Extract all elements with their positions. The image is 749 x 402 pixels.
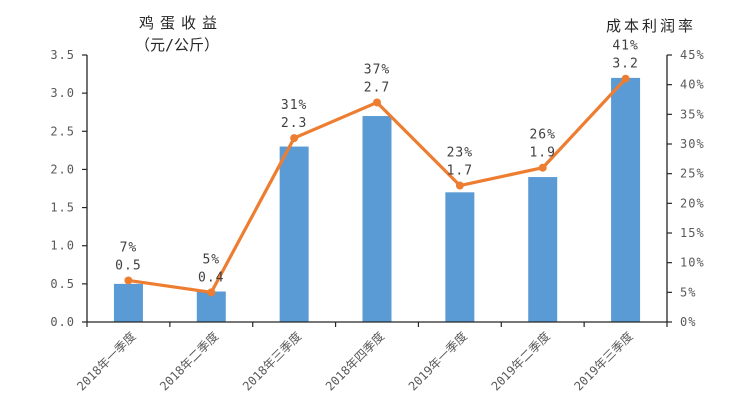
right-axis-tick-label: 20% (680, 196, 705, 210)
line-marker (124, 276, 133, 285)
bar-2018年二季度 (196, 291, 226, 322)
category-label: 2018年三季度 (239, 329, 304, 394)
category-label: 2018年二季度 (156, 329, 221, 394)
point-label-percent: 31% (281, 98, 307, 113)
line-marker (290, 134, 299, 143)
left-axis-tick-label: 2.0 (50, 162, 75, 176)
point-label-value: 2.3 (281, 116, 307, 131)
right-axis-tick-label: 40% (680, 78, 705, 92)
category-label: 2019年三季度 (571, 329, 636, 394)
right-axis-tick-label: 0% (680, 315, 696, 329)
point-label-value: 1.9 (529, 146, 555, 161)
bar-2019年一季度 (445, 192, 475, 322)
point-label-percent: 5% (202, 252, 220, 267)
line-marker (538, 163, 547, 172)
left-axis-tick-label: 3.5 (50, 48, 75, 62)
line-marker (455, 181, 464, 190)
point-label-percent: 41% (612, 39, 638, 54)
point-label-value: 0.4 (198, 270, 224, 285)
line-marker (621, 74, 630, 83)
right-axis-tick-label: 15% (680, 226, 705, 240)
line-marker (373, 98, 381, 107)
point-label-value: 2.7 (364, 80, 390, 95)
category-label: 2019年一季度 (405, 329, 470, 394)
line-marker (207, 288, 216, 297)
bar-2018年三季度 (279, 146, 309, 322)
bar-2018年四季度 (362, 116, 392, 323)
bar-2019年二季度 (528, 177, 558, 322)
right-axis-tick-label: 10% (680, 256, 705, 270)
left-axis-tick-label: 1.0 (50, 239, 75, 253)
left-axis-tick-label: 0.0 (50, 315, 75, 329)
category-label: 2018年四季度 (322, 329, 387, 394)
point-label-percent: 7% (120, 240, 138, 255)
point-label-percent: 26% (529, 128, 555, 143)
right-axis-title: 成本利润率 (606, 17, 696, 35)
bar-2018年一季度 (113, 283, 143, 322)
left-axis-title-line1: 鸡蛋收益 (139, 14, 223, 32)
point-label-value: 0.5 (115, 258, 141, 273)
plot-area: 0.0 0.5 1.0 1.5 2.0 2.5 3.0 3.5 0% 5% 10% 15% 20% 25%… (50, 39, 705, 394)
right-axis-tick-label: 35% (680, 107, 705, 121)
left-axis-title-line2: （元/公斤） (135, 36, 219, 54)
right-axis-tick-label: 5% (680, 285, 696, 299)
category-label: 2019年二季度 (488, 329, 553, 394)
point-label-value: 1.7 (447, 164, 473, 179)
category-label: 2018年一季度 (74, 329, 139, 394)
point-label-value: 3.2 (612, 57, 638, 72)
right-axis-tick-label: 25% (680, 167, 705, 181)
left-axis-tick-label: 3.0 (50, 86, 75, 100)
right-axis-tick-label: 45% (680, 48, 705, 62)
bar-2019年三季度 (611, 77, 641, 322)
left-axis-tick-label: 1.5 (50, 201, 75, 215)
point-label-percent: 37% (364, 62, 390, 77)
point-label-percent: 23% (447, 146, 473, 161)
left-axis-tick-label: 0.5 (50, 277, 75, 291)
left-axis-tick-label: 2.5 (50, 124, 75, 138)
right-axis-tick-label: 30% (680, 137, 705, 151)
